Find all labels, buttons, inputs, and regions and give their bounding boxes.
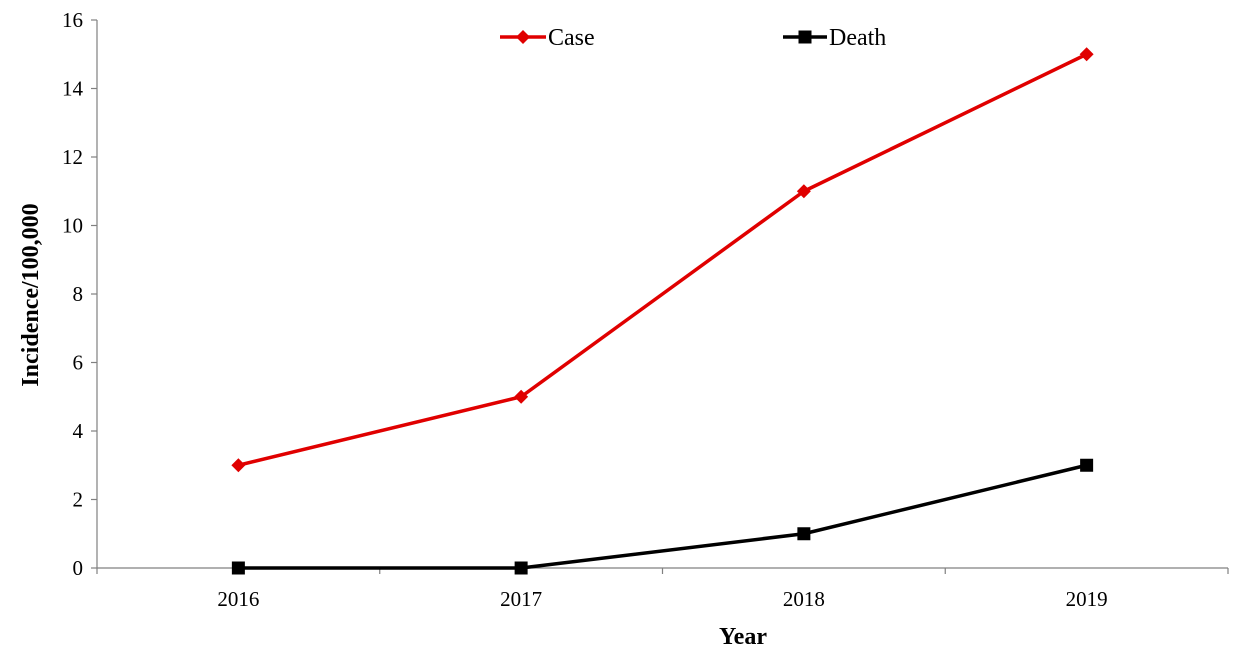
y-tick-label: 10	[62, 214, 83, 238]
x-axis-title: Year	[719, 624, 767, 650]
data-point-death	[1080, 458, 1094, 472]
y-axis-title: Incidence/100,000	[18, 203, 44, 386]
series-case	[231, 47, 1094, 473]
legend-swatch-marker	[798, 30, 812, 44]
plot-area	[231, 47, 1094, 575]
data-point-case	[796, 184, 811, 199]
data-point-case	[1079, 47, 1094, 62]
y-tick-label: 6	[73, 351, 84, 375]
series-line-death	[238, 463, 1088, 570]
y-tick-label: 16	[62, 8, 83, 32]
data-point-case	[231, 458, 246, 473]
series-line-case	[237, 52, 1088, 467]
data-point-case	[514, 389, 529, 404]
data-point-death	[514, 561, 528, 575]
series-death	[231, 458, 1094, 575]
y-tick-label: 4	[73, 419, 84, 443]
legend: Case Death	[500, 25, 886, 51]
y-tick-label: 2	[73, 488, 84, 512]
data-point-death	[797, 527, 811, 541]
y-tick-label: 12	[62, 145, 83, 169]
x-tick-label: 2019	[1066, 587, 1108, 611]
legend-swatch-marker	[516, 30, 530, 44]
x-tick-label: 2017	[500, 587, 542, 611]
axes: 0 2 4 6 8 10 12 14 16 2016 2017 2018 2019	[62, 8, 1229, 611]
y-tick-label: 0	[73, 556, 84, 580]
y-tick-label: 14	[62, 77, 84, 101]
legend-label: Death	[829, 25, 886, 51]
legend-label: Case	[548, 25, 595, 51]
x-tick-label: 2018	[783, 587, 825, 611]
y-tick-label: 8	[73, 282, 84, 306]
data-point-death	[231, 561, 245, 575]
legend-item-case: Case	[500, 25, 595, 51]
x-tick-label: 2016	[217, 587, 259, 611]
legend-item-death: Death	[783, 25, 886, 51]
